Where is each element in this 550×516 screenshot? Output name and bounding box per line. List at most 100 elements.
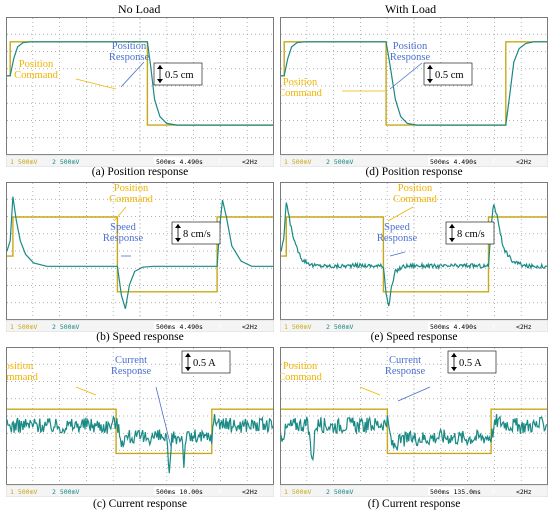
status-timebase: 500ms 10.00s bbox=[156, 488, 203, 496]
response-trace bbox=[280, 202, 548, 307]
response-trace bbox=[6, 196, 273, 309]
status-freq: <2Hz bbox=[242, 323, 258, 331]
scope-grid bbox=[7, 18, 273, 154]
status-timebase-bg bbox=[428, 487, 464, 495]
scope-grid bbox=[7, 348, 273, 484]
response-label-line2: Response bbox=[109, 52, 150, 63]
response-label-line1: Current bbox=[115, 355, 147, 366]
status-trigger: F bbox=[492, 488, 496, 496]
status-ch1: 1 500mV bbox=[10, 323, 37, 331]
response-pointer bbox=[389, 251, 406, 257]
scale-box bbox=[423, 62, 473, 86]
scale-box bbox=[171, 221, 221, 245]
caption-b: (b) Speed response bbox=[96, 331, 184, 343]
scope-statusbar bbox=[280, 154, 548, 167]
response-pointer bbox=[120, 61, 145, 88]
scale-arrow-head-down bbox=[427, 79, 433, 83]
command-pointer bbox=[387, 206, 414, 222]
scale-box bbox=[153, 62, 203, 86]
scale-label: 0.5 A bbox=[459, 358, 482, 369]
command-label-line1: Position bbox=[114, 183, 149, 194]
command-pointer bbox=[75, 78, 117, 90]
status-ch2: 2 500mV bbox=[52, 488, 79, 496]
panel-a-position-no-load: Position Command Position Response 0.5 cm 1 5… bbox=[6, 17, 274, 167]
command-label-line2: Command bbox=[280, 372, 323, 383]
status-ch1: 1 500mV bbox=[10, 158, 37, 166]
caption-a: (a) Position response bbox=[91, 166, 189, 178]
scope-grid bbox=[281, 348, 547, 484]
panel-b-speed-no-load: Position Command Speed Response 8 cm/s 1 500m… bbox=[6, 182, 274, 332]
scale-arrow-head-up bbox=[185, 353, 191, 357]
caption-f: (f) Current response bbox=[367, 498, 461, 510]
status-timebase: 500ms 4.490s bbox=[156, 158, 203, 166]
command-label-line2: Command bbox=[109, 194, 153, 205]
status-ch2: 2 500mV bbox=[52, 158, 79, 166]
command-label-line2: Command bbox=[6, 372, 39, 383]
status-timebase-bg bbox=[428, 157, 464, 165]
column-header-with-load: With Load bbox=[385, 2, 437, 16]
command-label-line1: Position bbox=[283, 77, 318, 88]
command-trace bbox=[281, 408, 547, 455]
status-timebase: 500ms 4.490s bbox=[430, 158, 477, 166]
command-label-line1: Position bbox=[6, 361, 34, 372]
response-label-line2: Response bbox=[385, 366, 426, 377]
command-trace bbox=[7, 408, 273, 455]
scale-arrow-head-down bbox=[185, 367, 191, 371]
status-ch1: 1 500mV bbox=[284, 323, 311, 331]
response-label-line2: Response bbox=[390, 52, 431, 63]
status-timebase-bg bbox=[154, 487, 190, 495]
status-freq: <2Hz bbox=[242, 158, 258, 166]
response-trace bbox=[280, 414, 548, 462]
scope-statusbar bbox=[6, 319, 274, 332]
panel-f-current-with-load: Position Command Current Response 0.5 A 1 500… bbox=[280, 347, 548, 497]
status-timebase: 500ms 135.0ms bbox=[430, 488, 481, 496]
scope-statusbar bbox=[6, 484, 274, 497]
status-ch2: 2 500mV bbox=[326, 158, 353, 166]
status-timebase-bg bbox=[428, 322, 464, 330]
scale-box bbox=[181, 350, 231, 374]
response-label-line1: Position bbox=[393, 41, 428, 52]
scope-statusbar bbox=[6, 154, 274, 167]
status-ch1: 1 500mV bbox=[284, 158, 311, 166]
command-pointer bbox=[113, 206, 127, 222]
scale-box bbox=[445, 221, 495, 245]
command-label-line1: Position bbox=[398, 183, 433, 194]
scale-label: 0.5 cm bbox=[165, 70, 194, 81]
response-label-line2: Response bbox=[377, 233, 418, 244]
command-pointer bbox=[75, 386, 97, 396]
status-trigger: F bbox=[492, 323, 496, 331]
command-pointer bbox=[359, 386, 381, 396]
status-timebase: 500ms 4.490s bbox=[430, 323, 477, 331]
scale-arrow-head-down bbox=[157, 79, 163, 83]
response-label-line2: Response bbox=[111, 366, 152, 377]
panel-d-position-with-load: Position Command Position Response 0.5 cm 1 5… bbox=[280, 17, 548, 167]
response-trace bbox=[6, 414, 274, 474]
caption-e: (e) Speed response bbox=[370, 331, 458, 343]
response-trace bbox=[7, 41, 273, 126]
status-trigger: F bbox=[218, 323, 222, 331]
panel-e-speed-with-load: Position Command Speed Response 8 cm/s 1 500m… bbox=[280, 182, 548, 332]
status-timebase-bg bbox=[154, 157, 190, 165]
scale-arrow-head-up bbox=[451, 353, 457, 357]
command-label-line2: Command bbox=[393, 194, 437, 205]
status-trigger: F bbox=[492, 158, 496, 166]
response-label-line2: Response bbox=[103, 233, 144, 244]
status-freq: <2Hz bbox=[516, 488, 532, 496]
status-ch2: 2 500mV bbox=[326, 323, 353, 331]
scale-arrow-head-up bbox=[449, 224, 455, 228]
caption-d: (d) Position response bbox=[365, 166, 463, 178]
command-label-line2: Command bbox=[280, 88, 323, 99]
status-freq: <2Hz bbox=[516, 158, 532, 166]
response-pointer bbox=[389, 62, 423, 90]
scope-grid bbox=[281, 18, 547, 154]
status-trigger: F bbox=[218, 158, 222, 166]
response-label-line1: Speed bbox=[384, 222, 410, 233]
status-ch2: 2 500mV bbox=[326, 488, 353, 496]
command-label-line1: Position bbox=[19, 59, 54, 70]
scope-statusbar bbox=[280, 319, 548, 332]
